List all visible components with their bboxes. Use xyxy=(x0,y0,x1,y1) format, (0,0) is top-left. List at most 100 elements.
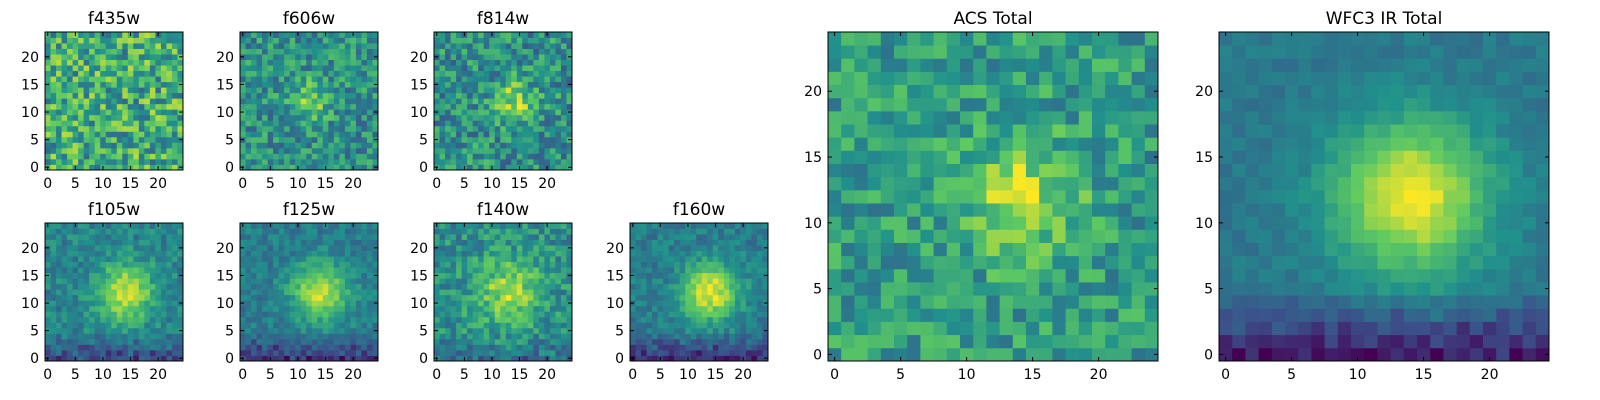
heatmap-cell xyxy=(105,114,112,121)
heatmap-cell xyxy=(500,239,507,246)
heatmap-cell xyxy=(61,43,68,49)
heatmap-cell xyxy=(333,164,340,171)
heatmap-cell xyxy=(284,316,291,323)
heatmap-cell xyxy=(372,120,379,127)
heatmap-cell xyxy=(566,333,573,340)
heatmap-cell xyxy=(344,37,351,44)
heatmap-cell xyxy=(278,261,285,268)
heatmap-cell xyxy=(544,278,551,285)
heatmap-cell xyxy=(100,87,107,94)
heatmap-cell xyxy=(155,245,162,251)
heatmap-cell xyxy=(133,223,140,229)
heatmap-cell xyxy=(144,164,151,171)
heatmap-cell xyxy=(366,256,373,263)
heatmap-cell xyxy=(762,316,769,323)
heatmap-cell xyxy=(555,136,562,143)
heatmap-cell xyxy=(668,355,675,362)
heatmap-cell xyxy=(245,256,252,263)
heatmap-cell xyxy=(133,344,140,351)
heatmap-cell xyxy=(685,311,692,318)
heatmap-cell xyxy=(522,87,529,94)
heatmap-cell xyxy=(45,344,51,351)
heatmap-cell xyxy=(160,32,167,38)
heatmap-cell xyxy=(467,250,474,257)
heatmap-cell xyxy=(920,150,934,164)
heatmap-cell xyxy=(56,228,62,235)
heatmap-cell xyxy=(284,305,291,312)
heatmap-cell xyxy=(105,125,112,132)
heatmap-cell xyxy=(907,203,921,217)
heatmap-cell xyxy=(674,283,681,290)
heatmap-cell xyxy=(122,355,129,362)
heatmap-cell xyxy=(295,322,302,329)
heatmap-cell xyxy=(256,136,263,143)
heatmap-cell xyxy=(505,333,512,340)
heatmap-cell xyxy=(712,239,719,246)
heatmap-cell xyxy=(300,234,307,240)
x-tick-label: 20 xyxy=(149,176,167,192)
axes-frame xyxy=(433,31,573,171)
heatmap-cell xyxy=(78,65,85,72)
heatmap-cell xyxy=(450,32,457,38)
heatmap-cell xyxy=(267,305,274,312)
heatmap-cell xyxy=(740,300,747,307)
heatmap-cell xyxy=(133,164,140,171)
heatmap-cell xyxy=(94,81,101,88)
heatmap-cell xyxy=(439,223,446,229)
heatmap-cell xyxy=(306,54,313,60)
heatmap-cell xyxy=(267,250,274,257)
heatmap-cell xyxy=(295,136,302,143)
heatmap-cell xyxy=(166,81,173,88)
heatmap-cell xyxy=(663,289,670,296)
heatmap-cell xyxy=(111,223,118,229)
heatmap-cell xyxy=(50,48,57,55)
heatmap-cell xyxy=(333,333,340,340)
heatmap-cell xyxy=(149,333,156,340)
heatmap-cell xyxy=(646,355,653,362)
heatmap-cell xyxy=(251,338,257,345)
heatmap-cell xyxy=(450,283,457,290)
heatmap-cell xyxy=(456,125,462,132)
heatmap-cell xyxy=(251,316,257,323)
heatmap-cell xyxy=(355,81,362,88)
heatmap-cell xyxy=(149,37,156,44)
heatmap-cell xyxy=(456,250,462,257)
heatmap-cell xyxy=(751,289,758,296)
heatmap-cell xyxy=(61,70,68,77)
heatmap-cell xyxy=(439,65,446,72)
heatmap-cell xyxy=(177,250,184,257)
heatmap-cell xyxy=(328,147,335,154)
heatmap-cell xyxy=(1026,321,1040,336)
heatmap-cell xyxy=(366,289,373,296)
heatmap-cell xyxy=(478,131,485,138)
heatmap-cell xyxy=(256,98,263,105)
heatmap-cell xyxy=(361,223,368,229)
heatmap-cell xyxy=(284,300,291,307)
heatmap-cell xyxy=(960,242,974,257)
heatmap-cell xyxy=(690,245,697,251)
heatmap-cell xyxy=(445,103,451,110)
heatmap-cell xyxy=(1078,189,1093,204)
heatmap-cell xyxy=(328,114,335,121)
heatmap-cell xyxy=(505,322,512,329)
heatmap-cell xyxy=(762,344,769,351)
heatmap-cell xyxy=(707,256,714,263)
y-tick-label: 15 xyxy=(410,77,428,93)
heatmap-cell xyxy=(278,70,285,77)
heatmap-cell xyxy=(544,349,551,356)
heatmap-cell xyxy=(674,239,681,246)
heatmap-cell xyxy=(734,294,741,301)
heatmap-cell xyxy=(328,278,335,285)
heatmap-cell xyxy=(740,261,747,268)
heatmap-cell xyxy=(317,278,324,285)
heatmap-cell xyxy=(72,125,79,132)
heatmap-cell xyxy=(328,239,335,246)
heatmap-cell xyxy=(516,81,523,88)
heatmap-cell xyxy=(328,92,335,99)
heatmap-cell xyxy=(1092,229,1106,243)
heatmap-cell xyxy=(284,92,291,99)
heatmap-cell xyxy=(718,267,725,274)
heatmap-cell xyxy=(372,322,379,329)
heatmap-cell xyxy=(740,311,747,318)
heatmap-cell xyxy=(155,158,162,165)
